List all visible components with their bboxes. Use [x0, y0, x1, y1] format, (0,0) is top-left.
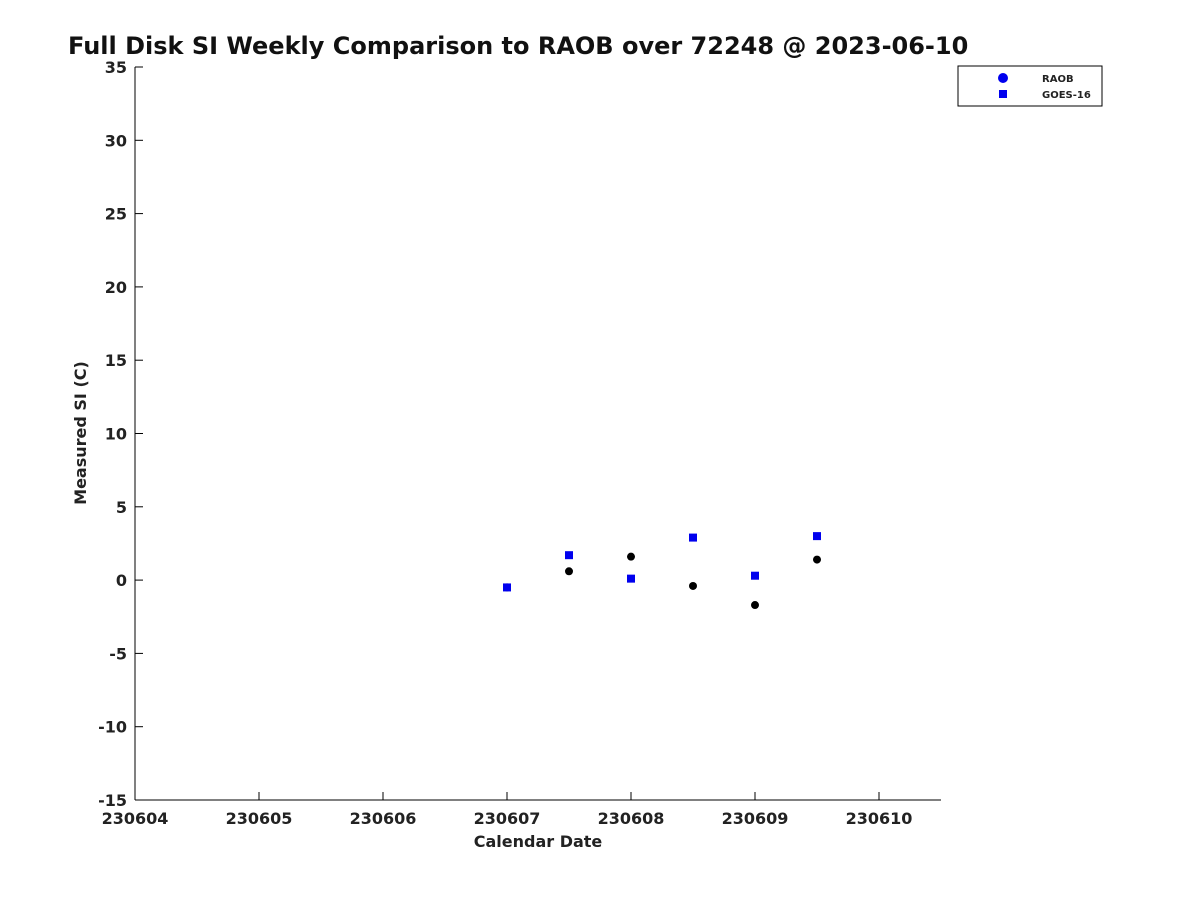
- y-tick-label: 5: [116, 498, 127, 517]
- raob-point: [813, 555, 821, 564]
- y-tick-label: 0: [116, 571, 127, 590]
- raob-point: [565, 567, 573, 576]
- goes-16-point: [503, 583, 511, 592]
- axes: [134, 67, 941, 801]
- y-tick-label: -5: [109, 644, 127, 663]
- y-tick-label: 35: [105, 58, 127, 77]
- legend: RAOB GOES-16: [957, 65, 1103, 107]
- goes-16-point: [813, 532, 821, 541]
- y-tick-label: 25: [105, 205, 127, 224]
- goes-16-point: [627, 574, 635, 583]
- raob-point: [689, 581, 697, 590]
- x-tick-label: 230610: [846, 809, 913, 828]
- x-tick-label: 230606: [350, 809, 417, 828]
- raob-point: [627, 552, 635, 561]
- y-tick-label: 20: [105, 278, 127, 297]
- y-tick-label: 15: [105, 351, 127, 370]
- goes-16-point: [565, 551, 573, 560]
- chart-title: Full Disk SI Weekly Comparison to RAOB o…: [68, 32, 968, 60]
- legend-label-goes-16: GOES-16: [1042, 90, 1091, 101]
- x-tick-label: 230607: [474, 809, 541, 828]
- x-tick-label: 230604: [102, 809, 169, 828]
- x-tick-label: 230605: [226, 809, 293, 828]
- raob-point: [751, 601, 759, 610]
- y-tick-label: 30: [105, 131, 127, 150]
- legend-marker-raob: [998, 73, 1008, 83]
- x-tick-label: 230608: [598, 809, 665, 828]
- legend-entries: RAOB GOES-16: [998, 73, 1091, 101]
- x-axis-label: Calendar Date: [474, 832, 603, 851]
- goes-16-point: [689, 533, 697, 542]
- y-tick-label: -15: [98, 791, 127, 810]
- legend-box: [957, 65, 1103, 107]
- data-points: [503, 532, 821, 610]
- y-ticks: 35 30 25 20 15 10 5 0 -5 -10 -15: [98, 58, 143, 810]
- y-tick-label: -10: [98, 718, 127, 737]
- x-ticks: 230604 230605 230606 230607 230608 230609 2306…: [102, 792, 913, 828]
- legend-marker-goes-16: [999, 90, 1007, 98]
- goes-16-point: [751, 571, 759, 580]
- y-tick-label: 10: [105, 425, 127, 444]
- x-tick-label: 230609: [722, 809, 789, 828]
- legend-label-raob: RAOB: [1042, 74, 1074, 85]
- y-axis-label: Measured SI (C): [71, 361, 90, 505]
